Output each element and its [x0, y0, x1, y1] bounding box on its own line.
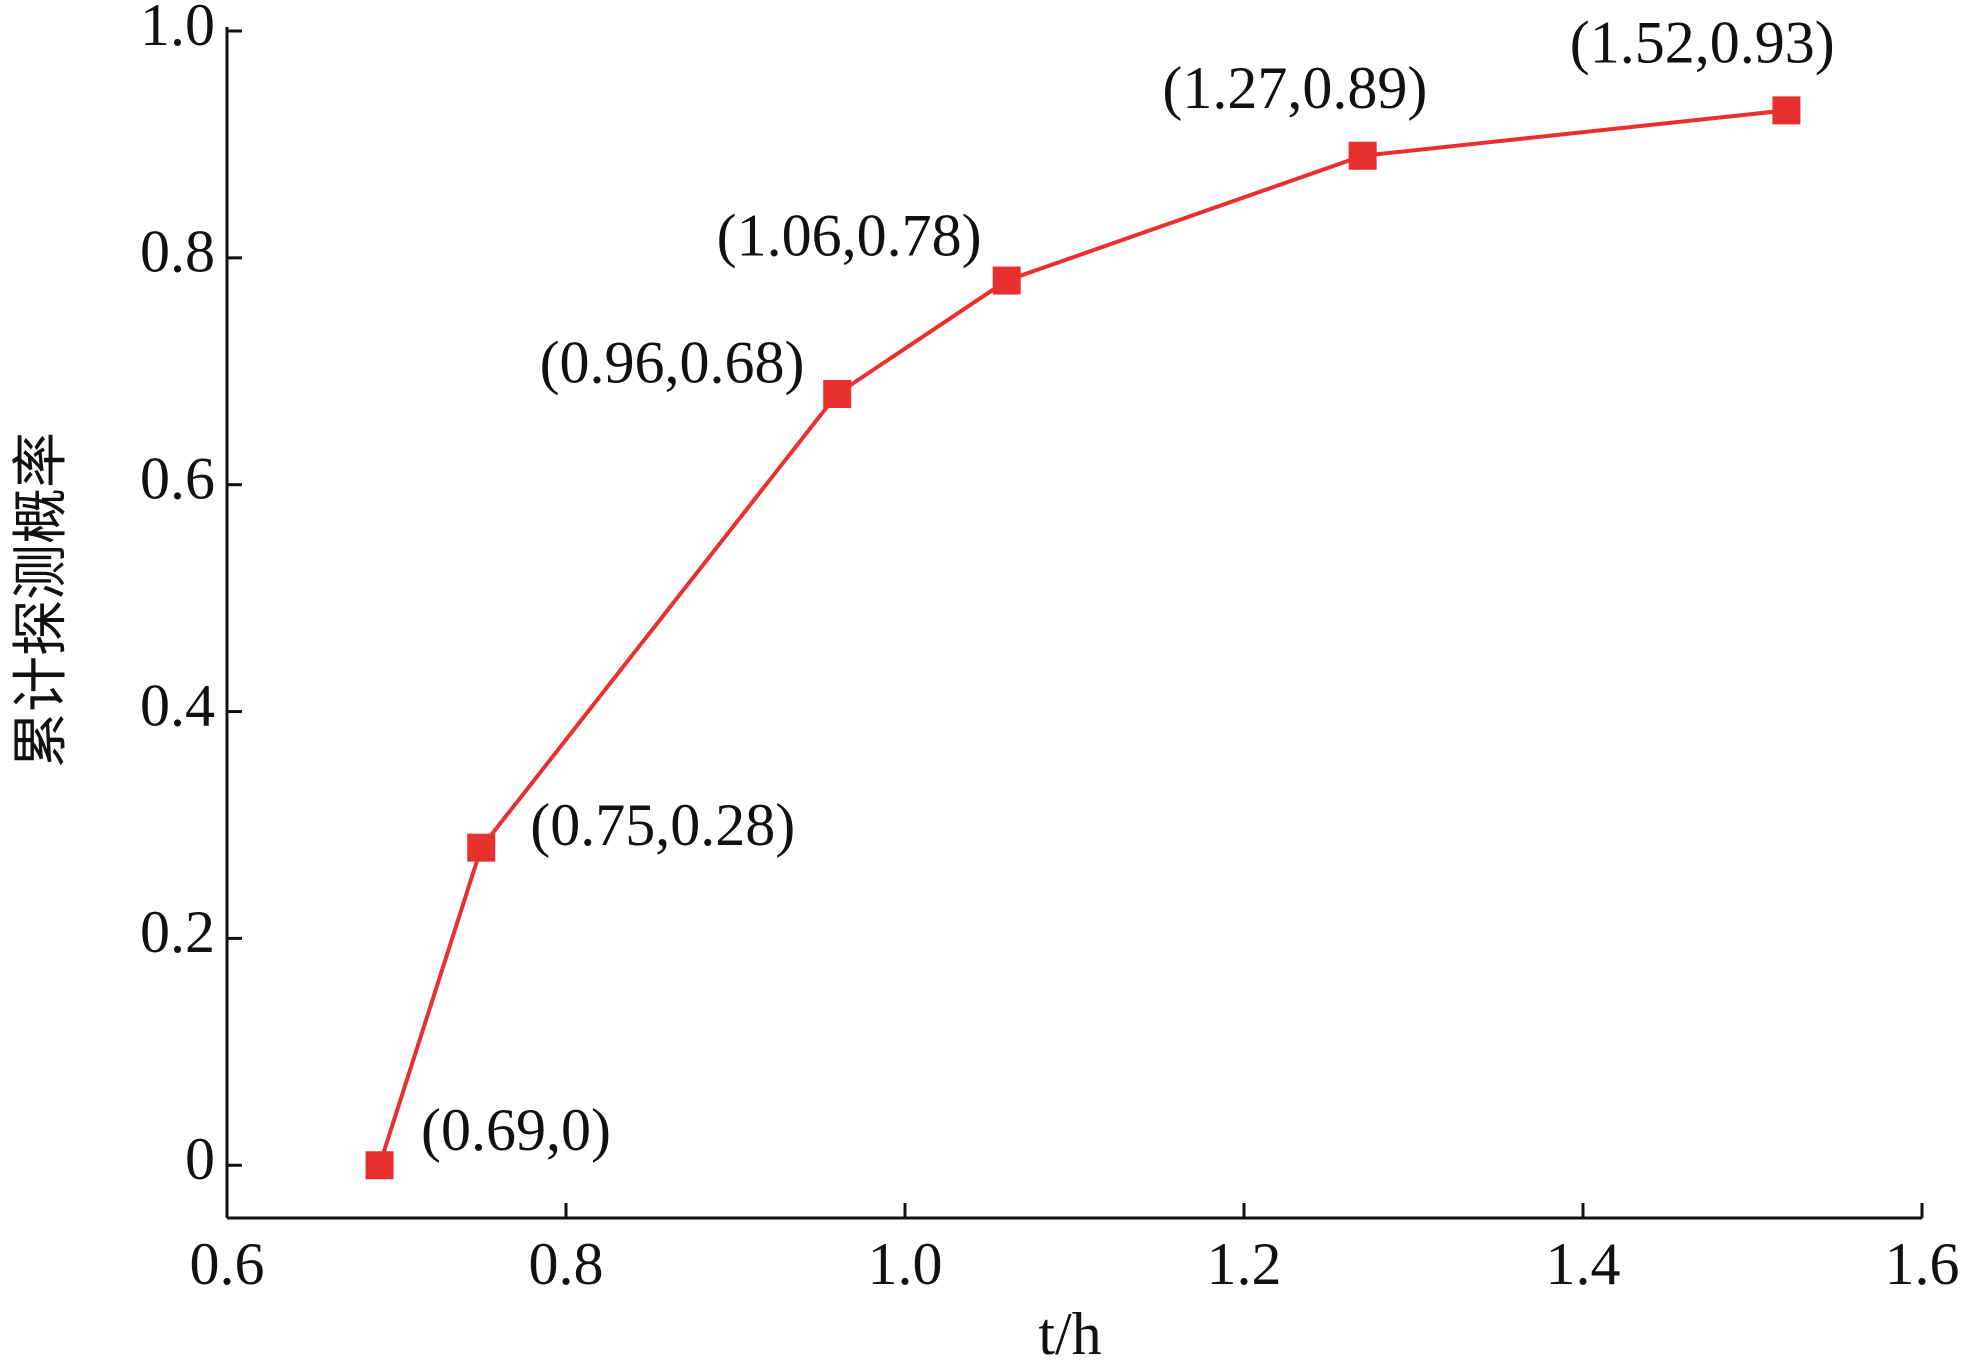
x-axis-label: t/h [1038, 1301, 1101, 1367]
marker [823, 379, 852, 408]
data-label: (1.27,0.89) [1162, 55, 1427, 121]
marker [467, 833, 496, 862]
y-tick-label: 0 [185, 1126, 215, 1192]
y-tick-label: 0.6 [140, 445, 215, 511]
series-line [377, 108, 1787, 1166]
marker [1348, 141, 1377, 170]
data-label: (0.75,0.28) [530, 792, 795, 858]
marker [1772, 96, 1801, 125]
y-tick-label: 1.0 [140, 0, 215, 58]
x-tick-label: 0.6 [190, 1231, 265, 1297]
x-tick-label: 0.8 [529, 1231, 604, 1297]
y-tick-label: 0.2 [140, 899, 215, 965]
y-axis-label: 累计探测概率 [9, 432, 74, 768]
data-label: (0.96,0.68) [540, 330, 805, 396]
marker [365, 1151, 394, 1180]
x-tick-label: 1.0 [868, 1231, 943, 1297]
x-tick-label: 1.6 [1885, 1231, 1960, 1297]
marker [992, 266, 1021, 295]
x-tick-label: 1.4 [1546, 1231, 1621, 1297]
y-tick-label: 0.4 [140, 672, 215, 738]
data-label: (1.06,0.78) [717, 202, 982, 268]
data-label: (0.69,0) [421, 1097, 611, 1163]
data-label: (1.52,0.93) [1570, 10, 1835, 76]
x-tick-label: 1.2 [1207, 1231, 1282, 1297]
y-tick-label: 0.8 [140, 219, 215, 285]
